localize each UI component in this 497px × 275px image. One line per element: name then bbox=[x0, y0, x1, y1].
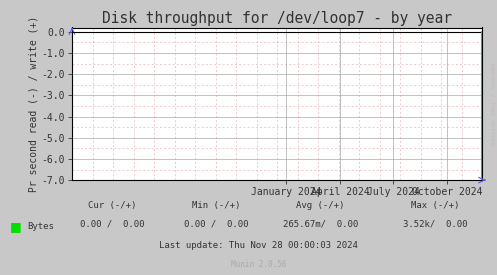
Text: RRDTOOL / TOBI OETIKER: RRDTOOL / TOBI OETIKER bbox=[490, 63, 495, 146]
Text: Munin 2.0.56: Munin 2.0.56 bbox=[231, 260, 286, 269]
Text: 0.00 /  0.00: 0.00 / 0.00 bbox=[80, 220, 144, 229]
Text: Min (-/+): Min (-/+) bbox=[192, 201, 241, 210]
Y-axis label: Pr second read (-) / write (+): Pr second read (-) / write (+) bbox=[29, 16, 39, 192]
Text: Last update: Thu Nov 28 00:00:03 2024: Last update: Thu Nov 28 00:00:03 2024 bbox=[159, 241, 358, 249]
Text: ■: ■ bbox=[10, 220, 22, 233]
Text: Bytes: Bytes bbox=[27, 222, 54, 231]
Text: 0.00 /  0.00: 0.00 / 0.00 bbox=[184, 220, 248, 229]
Text: Cur (-/+): Cur (-/+) bbox=[87, 201, 136, 210]
Text: 3.52k/  0.00: 3.52k/ 0.00 bbox=[403, 220, 467, 229]
Text: 265.67m/  0.00: 265.67m/ 0.00 bbox=[283, 220, 358, 229]
Title: Disk throughput for /dev/loop7 - by year: Disk throughput for /dev/loop7 - by year bbox=[102, 11, 452, 26]
Text: Max (-/+): Max (-/+) bbox=[411, 201, 459, 210]
Text: Avg (-/+): Avg (-/+) bbox=[296, 201, 345, 210]
